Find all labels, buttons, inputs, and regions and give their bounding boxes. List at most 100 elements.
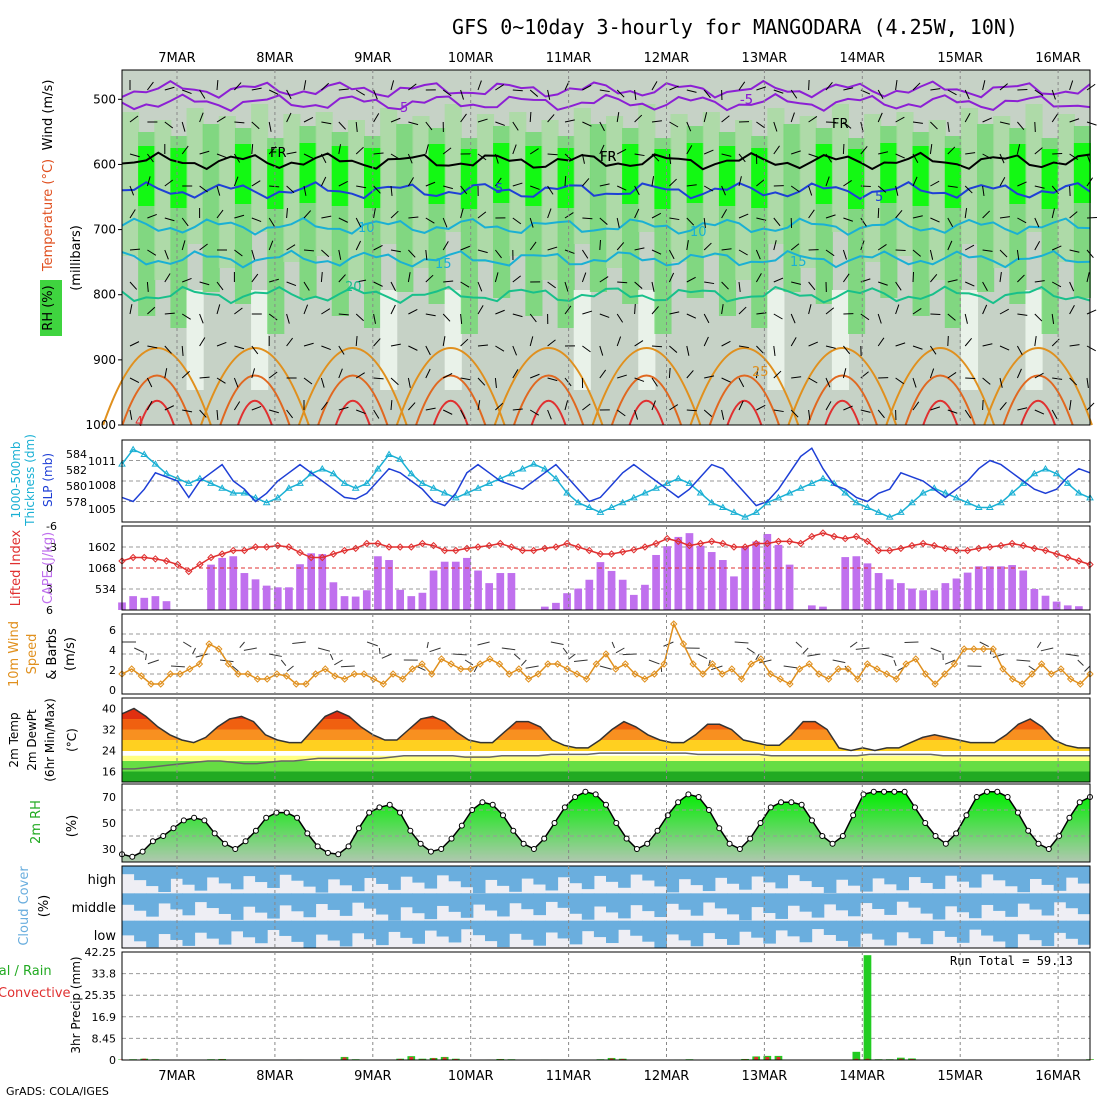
wind-barb [373, 377, 384, 380]
temp-tick: 24 [102, 745, 116, 758]
cloud-bar [218, 920, 232, 945]
cloud-bar [327, 893, 341, 910]
precip-total-label: Total / Rain [0, 964, 52, 979]
wind-barb [721, 209, 728, 219]
wind-barb [982, 304, 988, 315]
cloud-bar [1041, 893, 1055, 916]
cloud-bar [751, 866, 764, 877]
thickness-point [463, 489, 471, 496]
wind-speed-point [931, 680, 939, 688]
cloud-bar [1077, 866, 1091, 884]
wind-barb [808, 281, 816, 291]
wind-barb [582, 403, 591, 411]
wind-speed-point [853, 675, 862, 683]
wind-speed-point [863, 660, 872, 668]
lifted-index-line [121, 532, 1091, 573]
wind-barb [1069, 305, 1075, 315]
wind-barb [442, 89, 452, 97]
thickness-point [162, 469, 171, 477]
contour-label: 10 [358, 221, 375, 236]
wind-barb [408, 309, 418, 315]
cape-bar [229, 556, 238, 610]
wind-barb [651, 212, 662, 219]
cloud-bar [981, 893, 994, 905]
cloud-bar [400, 893, 413, 908]
wind-barb [703, 217, 706, 228]
wind-barb [442, 373, 453, 379]
wind-barb [1069, 377, 1078, 386]
wind-speed-point [941, 670, 949, 678]
wind-label-1: 10m Wind [7, 621, 22, 687]
wind-barb [616, 185, 627, 191]
wind-barb [947, 89, 957, 96]
cape-bar [251, 579, 260, 610]
wind-barb [564, 175, 567, 187]
wind-barb [547, 114, 555, 123]
wind-barb [877, 185, 887, 193]
cloud-bar [678, 893, 692, 910]
wind-barb-10m [329, 653, 334, 661]
wind-speed-point [524, 675, 533, 683]
rh-point [304, 830, 311, 837]
lifted-index-point [207, 553, 215, 562]
wind-barb [668, 367, 671, 379]
contour-label: 15 [790, 255, 807, 270]
wind-barb [1034, 147, 1043, 155]
wind-barb [599, 276, 609, 283]
wind-barb [495, 345, 505, 352]
wind-speed-point [418, 660, 426, 668]
wind-speed-point [457, 665, 465, 673]
rh-point [149, 838, 156, 845]
wind-barb [442, 313, 451, 322]
wind-barb [233, 377, 239, 388]
wind-barb-10m [746, 647, 755, 654]
cloud-bar [255, 920, 268, 944]
cape-bar [218, 557, 226, 610]
lifted-index-point [886, 546, 894, 555]
wind-barb [1069, 400, 1072, 411]
cloud-bar [497, 920, 510, 948]
wind-speed-point [340, 675, 349, 683]
thickness-point [752, 508, 761, 515]
cloud-bar [787, 920, 801, 937]
lifted-index-point [418, 539, 427, 548]
cloud-bar [291, 920, 304, 942]
wind-barb [704, 149, 714, 155]
cloud-bar [908, 866, 922, 878]
date-label-top: 7MAR [158, 51, 195, 66]
wind-barb [808, 79, 810, 91]
wind-barb [703, 242, 712, 251]
cape-tick: 1602 [88, 541, 116, 554]
wind-barb [320, 271, 323, 283]
wind-barb [582, 84, 592, 91]
cloud-bar [944, 866, 958, 876]
wind-barb [738, 345, 749, 349]
wind-barb [547, 185, 554, 195]
wind-barb [147, 345, 158, 349]
thickness-point [908, 498, 916, 506]
warm-contour [787, 347, 898, 426]
rh-point [1045, 846, 1052, 852]
wind-speed-point [147, 680, 155, 688]
wind-barb [738, 213, 749, 219]
cloud-bar [860, 893, 873, 904]
isotherm-line [121, 181, 1091, 200]
date-label-top: 13MAR [742, 51, 788, 66]
wind-barb [1017, 121, 1025, 130]
upper-air-frame [121, 69, 1091, 426]
wind-barb [930, 88, 941, 91]
cloud-bar [412, 893, 425, 914]
wind-barb [477, 153, 487, 161]
precip-bar [863, 955, 872, 1060]
cape-bar [262, 585, 271, 610]
wind-barb [1016, 368, 1022, 379]
rh-high-band [1041, 149, 1059, 209]
pressure-tick: 800 [93, 288, 116, 302]
wind-barb [234, 307, 243, 315]
cloud-bar [969, 920, 982, 930]
wind-barb [529, 148, 539, 155]
rh-point [788, 799, 795, 806]
wind-barb [582, 310, 593, 315]
wind-barb [407, 377, 411, 388]
rh-high-band [525, 146, 543, 206]
